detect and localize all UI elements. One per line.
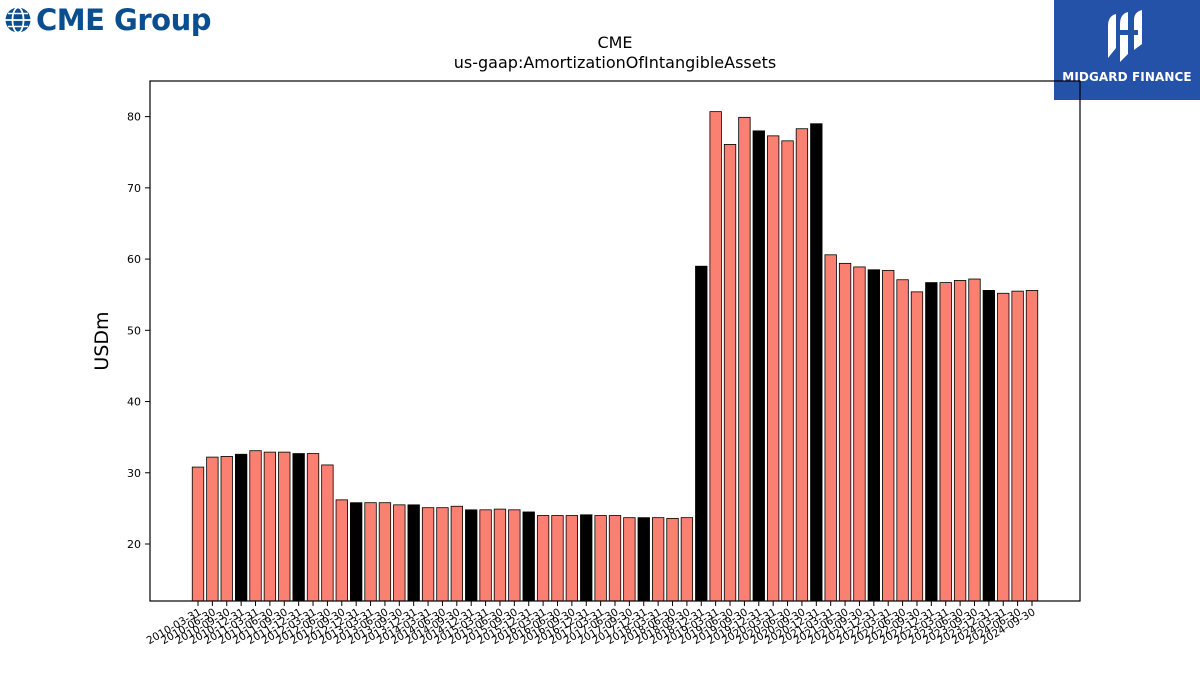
y-tick-label: 30: [127, 467, 141, 480]
cme-group-logo: CME Group: [4, 2, 211, 38]
bar: [378, 502, 392, 602]
midgard-finance-badge: MIDGARD FINANCE: [1054, 0, 1200, 100]
bar: [867, 269, 880, 602]
bar: [364, 502, 377, 602]
y-tick-label: 70: [127, 182, 141, 195]
bar: [565, 515, 579, 602]
bar: [824, 254, 837, 602]
bar: [350, 502, 363, 602]
bar: [465, 509, 478, 602]
chart-title: CME: [597, 33, 633, 52]
bar: [939, 282, 952, 602]
bar: [767, 135, 780, 602]
bar: [910, 291, 924, 602]
y-tick-label: 40: [127, 396, 141, 409]
midgard-logo-icon: [1108, 10, 1142, 62]
bar: [795, 128, 809, 602]
bar: [522, 511, 535, 602]
bar: [709, 111, 722, 602]
bar: [680, 517, 694, 602]
bar: [191, 466, 205, 602]
bar: [263, 451, 277, 602]
bar: [407, 504, 420, 602]
bar: [421, 507, 435, 602]
bar: [953, 280, 967, 602]
bar: [608, 515, 622, 602]
y-tick-label: 60: [127, 253, 141, 266]
globe-icon: [5, 6, 31, 34]
bar: [997, 292, 1010, 602]
bar: [508, 509, 521, 602]
bar: [968, 278, 981, 602]
bar: [666, 517, 679, 602]
bar: [321, 464, 334, 602]
bar: [306, 453, 320, 602]
bar: [278, 451, 291, 602]
bar: [838, 262, 852, 602]
bar: [393, 504, 406, 602]
bar: [882, 270, 895, 602]
bar: [479, 509, 492, 602]
bar: [695, 265, 708, 602]
bar: [810, 123, 823, 602]
bar: [982, 290, 996, 602]
bar: [234, 453, 248, 602]
bar: [1011, 290, 1024, 602]
bar: [220, 455, 233, 602]
bar: [781, 140, 794, 602]
bar: [723, 143, 737, 602]
bar: [752, 130, 765, 602]
bar: [551, 515, 564, 602]
y-tick-label: 80: [127, 111, 141, 124]
chart-subtitle: us-gaap:AmortizationOfIntangibleAssets: [453, 53, 777, 72]
bar: [896, 279, 909, 602]
bar: [436, 507, 449, 602]
bar: [925, 282, 938, 602]
bar: [1025, 290, 1039, 602]
bar: [651, 517, 665, 602]
bar: [249, 450, 262, 602]
bar: [853, 266, 866, 602]
bar: [335, 499, 348, 602]
bar: [536, 515, 550, 602]
badge-text: MIDGARD FINANCE: [1062, 70, 1192, 84]
y-tick-label: 20: [127, 538, 141, 551]
bar: [580, 514, 593, 602]
bar: [493, 508, 507, 602]
bar: [594, 515, 607, 602]
bar: [292, 453, 305, 602]
brand-name: CME Group: [36, 3, 211, 37]
bar: [623, 517, 636, 602]
bar: [450, 505, 463, 602]
y-axis-label: USDm: [91, 311, 113, 370]
bar: [206, 456, 219, 602]
y-tick-label: 50: [127, 324, 141, 337]
bar: [637, 517, 650, 602]
bar: [738, 116, 751, 602]
